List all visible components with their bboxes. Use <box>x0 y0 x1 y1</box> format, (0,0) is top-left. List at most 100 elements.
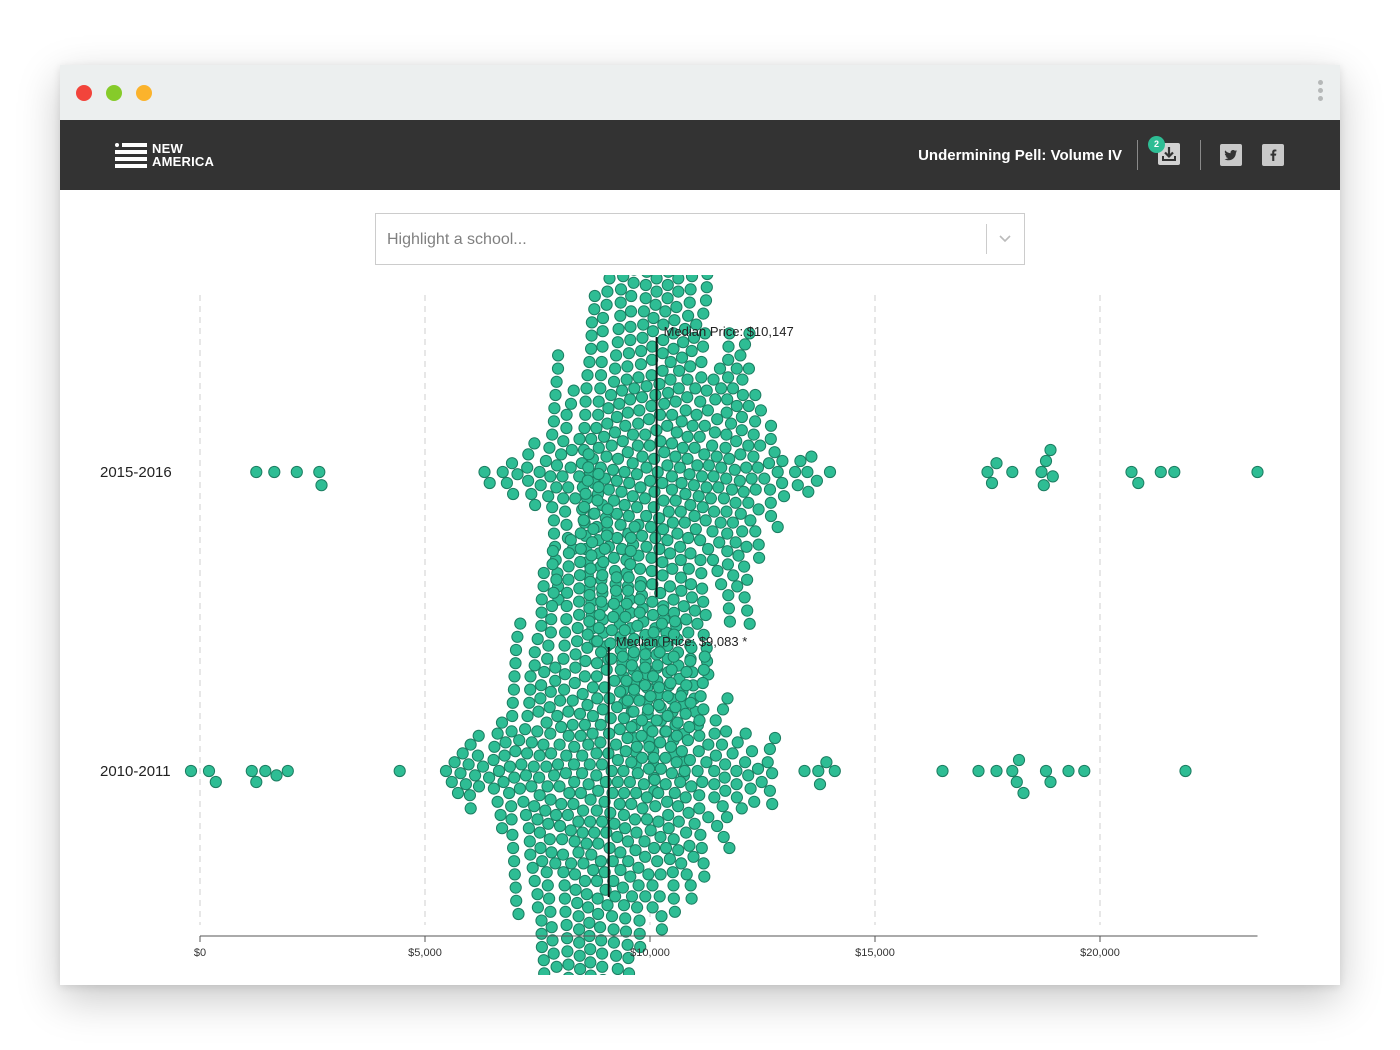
school-dot[interactable] <box>737 485 750 498</box>
school-dot[interactable] <box>622 584 635 597</box>
school-dot[interactable] <box>650 714 663 727</box>
school-dot[interactable] <box>684 283 697 296</box>
school-dot[interactable] <box>619 419 632 432</box>
school-dot[interactable] <box>560 613 573 626</box>
school-dot[interactable] <box>610 349 623 362</box>
school-dot[interactable] <box>521 709 534 723</box>
school-dot[interactable] <box>209 775 222 789</box>
school-dot[interactable] <box>631 439 645 452</box>
school-dot[interactable] <box>635 729 648 742</box>
school-dot[interactable] <box>540 716 553 729</box>
school-dot[interactable] <box>678 322 692 336</box>
school-dot[interactable] <box>698 870 711 883</box>
school-dot[interactable] <box>707 470 720 483</box>
school-dot[interactable] <box>698 419 711 432</box>
school-dot[interactable] <box>646 725 659 738</box>
school-dot[interactable] <box>508 670 521 683</box>
school-dot[interactable] <box>742 769 755 782</box>
school-dot[interactable] <box>580 382 593 395</box>
school-dot[interactable] <box>622 509 635 523</box>
school-dot[interactable] <box>553 738 566 751</box>
school-dot[interactable] <box>646 608 660 622</box>
school-dot[interactable] <box>1062 764 1075 778</box>
school-dot[interactable] <box>609 738 623 751</box>
school-dot[interactable] <box>546 934 559 947</box>
school-dot[interactable] <box>586 709 600 723</box>
school-dot[interactable] <box>691 617 704 630</box>
school-dot[interactable] <box>544 685 557 698</box>
school-dot[interactable] <box>623 476 636 490</box>
school-dot[interactable] <box>553 819 567 833</box>
school-dot[interactable] <box>592 441 605 454</box>
school-dot[interactable] <box>651 465 664 479</box>
school-dot[interactable] <box>640 540 653 553</box>
school-dot[interactable] <box>569 492 582 505</box>
school-dot[interactable] <box>643 762 656 775</box>
school-dot[interactable] <box>536 855 549 868</box>
school-dot[interactable] <box>529 498 542 512</box>
school-dot[interactable] <box>776 476 789 490</box>
school-dot[interactable] <box>622 967 636 975</box>
school-dot[interactable] <box>727 569 740 582</box>
school-dot[interactable] <box>672 800 685 813</box>
school-dot[interactable] <box>681 373 694 386</box>
school-dot[interactable] <box>617 712 631 725</box>
school-dot[interactable] <box>708 505 721 518</box>
school-dot[interactable] <box>614 296 627 309</box>
school-search-select[interactable]: Highlight a school... <box>375 213 1025 265</box>
school-dot[interactable] <box>507 841 520 855</box>
school-dot[interactable] <box>684 360 697 373</box>
school-dot[interactable] <box>549 661 562 674</box>
school-dot[interactable] <box>604 637 617 650</box>
school-dot[interactable] <box>633 914 646 927</box>
school-dot[interactable] <box>730 764 743 778</box>
school-dot[interactable] <box>596 703 610 716</box>
school-dot[interactable] <box>723 327 736 340</box>
school-dot[interactable] <box>1039 764 1053 778</box>
school-dot[interactable] <box>636 450 649 463</box>
school-dot[interactable] <box>675 351 689 364</box>
school-dot[interactable] <box>749 415 762 428</box>
school-dot[interactable] <box>696 676 709 690</box>
school-dot[interactable] <box>616 435 629 448</box>
school-dot[interactable] <box>1006 465 1019 479</box>
school-dot[interactable] <box>614 863 627 877</box>
school-dot[interactable] <box>543 701 556 714</box>
school-dot[interactable] <box>576 826 589 839</box>
school-dot[interactable] <box>648 485 661 498</box>
school-dot[interactable] <box>676 441 690 454</box>
school-dot[interactable] <box>574 786 588 800</box>
school-dot[interactable] <box>537 738 550 751</box>
school-dot[interactable] <box>712 481 725 494</box>
school-dot[interactable] <box>666 866 679 879</box>
school-dot[interactable] <box>640 509 653 523</box>
school-dot[interactable] <box>627 632 641 646</box>
school-dot[interactable] <box>664 547 677 560</box>
school-dot[interactable] <box>649 800 662 813</box>
school-dot[interactable] <box>730 791 744 804</box>
school-dot[interactable] <box>665 767 679 780</box>
school-dot[interactable] <box>573 936 586 949</box>
school-dot[interactable] <box>720 811 734 824</box>
school-dot[interactable] <box>626 490 639 503</box>
school-dot[interactable] <box>766 797 779 811</box>
school-dot[interactable] <box>768 731 782 745</box>
school-dot[interactable] <box>495 716 509 729</box>
minimize-window-button[interactable] <box>106 85 122 101</box>
school-dot[interactable] <box>690 408 703 421</box>
school-dot[interactable] <box>607 494 621 507</box>
school-dot[interactable] <box>642 868 655 881</box>
school-dot[interactable] <box>686 419 699 432</box>
school-dot[interactable] <box>582 738 595 751</box>
school-dot[interactable] <box>519 723 532 736</box>
school-dot[interactable] <box>714 516 727 529</box>
school-dot[interactable] <box>628 813 642 826</box>
school-dot[interactable] <box>548 769 561 782</box>
school-dot[interactable] <box>667 593 680 606</box>
school-dot[interactable] <box>721 545 734 558</box>
school-dot[interactable] <box>721 692 734 705</box>
school-dot[interactable] <box>805 450 818 463</box>
school-dot[interactable] <box>607 874 620 888</box>
school-dot[interactable] <box>487 753 500 767</box>
school-dot[interactable] <box>592 784 605 797</box>
